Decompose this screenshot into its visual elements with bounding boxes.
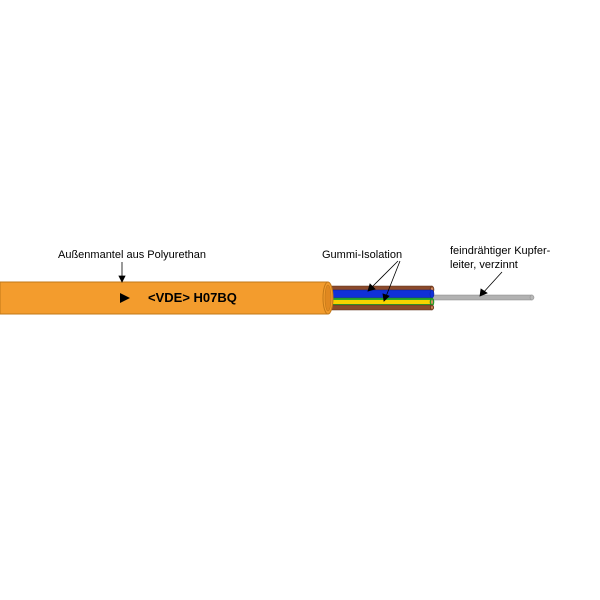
insulated-wires [328,286,434,310]
wire-blue [328,290,432,298]
conductor-callout-arrow [480,272,502,296]
cable-diagram: <VDE> H07BQ [0,0,600,600]
jacket-callout-arrow [119,262,125,282]
conductor-strand [432,295,534,300]
cable-marking: <VDE> H07BQ [148,290,237,305]
